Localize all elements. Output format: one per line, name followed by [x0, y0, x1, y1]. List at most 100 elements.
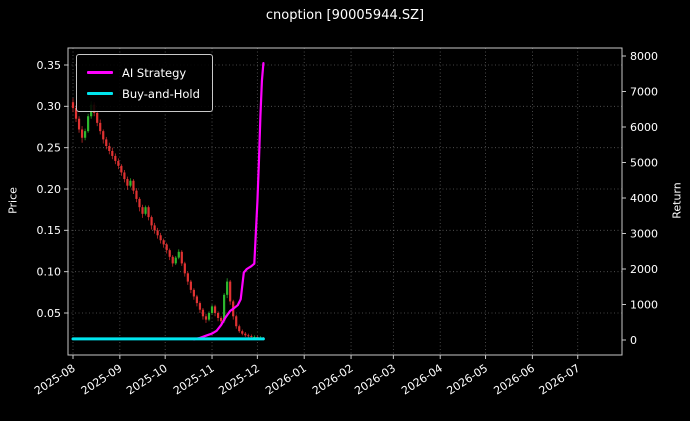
x-tick-label: 2026-07	[537, 362, 583, 398]
candle-body	[153, 225, 156, 231]
candle-body	[105, 139, 108, 147]
x-tick-label: 2025-10	[124, 362, 170, 398]
price-tick-label: 0.10	[37, 265, 62, 278]
plot-border	[67, 47, 623, 356]
return-tick-label: 3000	[630, 227, 658, 240]
candle-body	[189, 281, 192, 290]
candle-body	[174, 257, 177, 264]
candle-body	[235, 316, 238, 327]
candle-body	[210, 306, 214, 313]
candle-body	[120, 165, 123, 173]
price-tick-label: 0.25	[37, 141, 62, 154]
candle-body	[229, 281, 232, 302]
candle-body	[183, 263, 186, 274]
x-tick-label: 2026-06	[491, 362, 537, 398]
candle-body	[123, 172, 126, 180]
candle-body	[186, 273, 189, 282]
x-tick-label: 2026-01	[263, 362, 309, 398]
x-tick-label: 2026-02	[310, 362, 356, 398]
ai-strategy-line	[192, 61, 265, 341]
candle-body	[250, 336, 253, 338]
candle-body	[162, 240, 165, 245]
candle-body	[195, 296, 199, 304]
x-tick-label: 2026-05	[445, 362, 491, 398]
candle-body	[111, 150, 114, 156]
legend-item-buy-and-hold: Buy-and-Hold	[87, 83, 200, 104]
candle-body	[168, 250, 171, 257]
return-tick-label: 8000	[630, 50, 658, 63]
legend-item-ai-strategy: AI Strategy	[87, 62, 200, 83]
candle-body	[80, 129, 84, 138]
candle-body	[99, 122, 102, 132]
return-tick-label: 2000	[630, 263, 658, 276]
candle-body	[141, 207, 144, 214]
x-tick-label: 2026-04	[399, 362, 445, 398]
candle-body	[247, 335, 250, 337]
legend: AI Strategy Buy-and-Hold	[76, 54, 213, 112]
return-tick-label: 6000	[630, 121, 658, 134]
candle-body	[83, 131, 87, 138]
candles-layer	[71, 98, 265, 341]
candle-body	[165, 244, 168, 251]
candle-body	[96, 112, 99, 123]
candle-body	[135, 190, 138, 199]
candle-body	[180, 251, 183, 264]
grid-layer	[68, 48, 622, 355]
candle-body	[201, 309, 205, 317]
chart-title: cnoption [90005944.SZ]	[265, 8, 425, 23]
candle-body	[117, 160, 120, 166]
candle-body	[241, 331, 244, 334]
right-axis-label: Return	[670, 182, 684, 219]
ai-strategy-line-swatch	[87, 71, 113, 74]
candle-body	[129, 180, 132, 186]
legend-label-buy-and-hold: Buy-and-Hold	[122, 86, 200, 101]
candle-body	[147, 207, 150, 218]
candle-body	[132, 180, 135, 191]
candle-body	[238, 326, 241, 332]
candle-body	[216, 313, 220, 318]
x-tick-label: 2025-11	[171, 362, 217, 398]
return-tick-label: 4000	[630, 192, 658, 205]
candle-body	[77, 118, 81, 130]
candle-body	[213, 306, 217, 313]
candle-body	[150, 217, 153, 226]
price-tick-label: 0.35	[37, 59, 62, 72]
candle-body	[204, 316, 208, 320]
x-tick-label: 2025-09	[79, 362, 125, 398]
legend-label-ai-strategy: AI Strategy	[122, 65, 187, 80]
price-tick-label: 0.05	[37, 307, 62, 320]
candle-body	[192, 289, 195, 297]
price-tick-label: 0.20	[37, 183, 62, 196]
candle-body	[156, 230, 159, 236]
candle-body	[138, 198, 141, 208]
candle-body	[114, 155, 117, 161]
return-tick-label: 0	[630, 334, 637, 347]
candle-body	[74, 107, 78, 119]
candle-body	[177, 251, 180, 258]
candle-body	[144, 207, 147, 214]
x-tick-label: 2025-12	[216, 362, 262, 398]
candle-body	[198, 303, 202, 310]
candle-body	[108, 146, 111, 151]
buy-and-hold-line-swatch	[87, 91, 113, 96]
left-axis-label: Price	[6, 187, 20, 214]
x-tick-label: 2025-08	[32, 362, 78, 398]
candle-body	[223, 294, 226, 322]
candle-body	[219, 317, 223, 322]
candle-body	[244, 333, 247, 336]
return-tick-label: 1000	[630, 298, 658, 311]
return-tick-label: 5000	[630, 156, 658, 169]
candle-body	[226, 281, 229, 295]
candle-body	[71, 102, 75, 108]
price-tick-label: 0.15	[37, 224, 62, 237]
candle-body	[126, 179, 129, 186]
candle-body	[207, 313, 211, 320]
candle-body	[159, 235, 162, 241]
price-tick-label: 0.30	[37, 100, 62, 113]
candle-body	[87, 116, 90, 132]
candle-body	[102, 131, 105, 140]
return-tick-label: 7000	[630, 85, 658, 98]
candle-body	[171, 256, 174, 264]
